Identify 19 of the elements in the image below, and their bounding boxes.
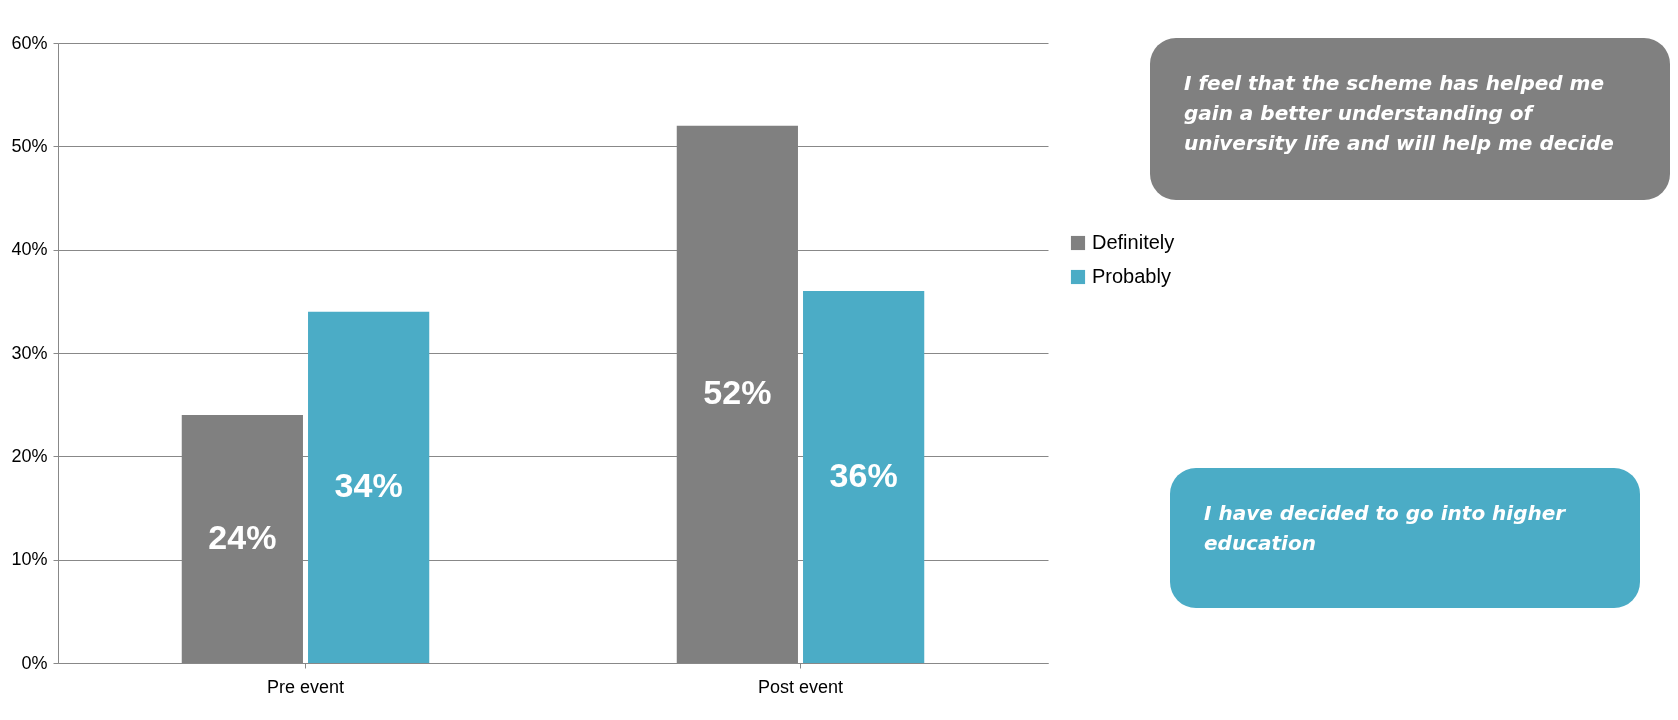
- x-tick-label: Pre event: [266, 676, 345, 697]
- text: I have decided to go into higher education: [1170, 468, 1640, 608]
- data-label: 34%: [334, 466, 403, 505]
- bar: [308, 311, 430, 663]
- y-tick-label: 60%: [11, 32, 48, 53]
- data-label: 24%: [208, 518, 277, 556]
- y-tick-label: 30%: [11, 342, 48, 363]
- y-tick-label: 10%: [11, 549, 48, 570]
- data-label: 52%: [703, 373, 772, 412]
- legend-label: Definitely: [1092, 231, 1175, 253]
- y-tick-label: 40%: [11, 239, 48, 260]
- legend-label: Probably: [1092, 265, 1171, 287]
- bar: [803, 291, 925, 663]
- y-tick-label: 20%: [11, 445, 48, 466]
- y-tick-label: 50%: [11, 135, 48, 156]
- data-label: 36%: [829, 456, 898, 494]
- y-tick-label: 0%: [21, 652, 48, 673]
- text: I feel that the scheme has helped me gain a better understanding of university life and will help me decide: [1150, 38, 1670, 200]
- x-tick-label: Post event: [757, 676, 844, 697]
